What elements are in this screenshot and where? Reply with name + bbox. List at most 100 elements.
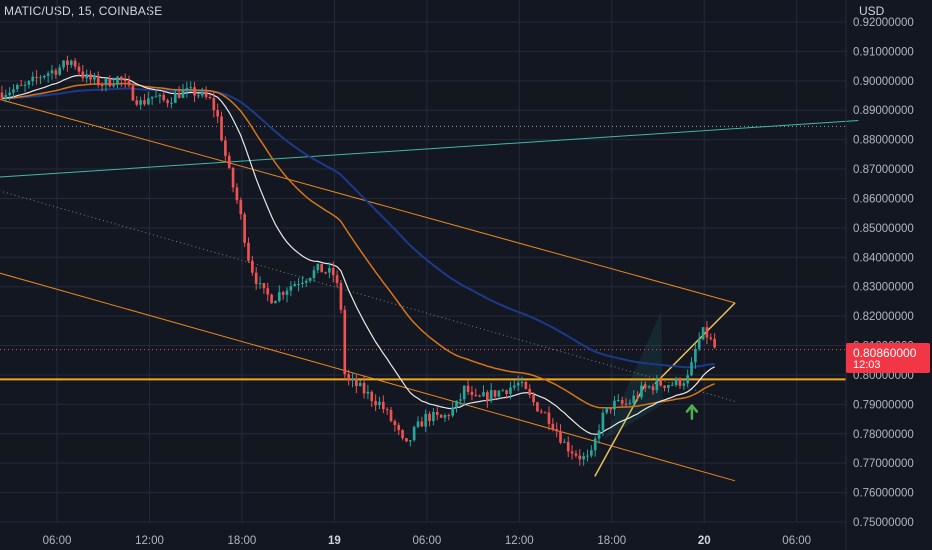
time-tick-label: 06:00 <box>782 535 811 547</box>
candle-body <box>670 384 674 386</box>
candle-body <box>16 85 19 90</box>
projection-shape <box>604 311 663 440</box>
candle-body <box>655 379 659 391</box>
candle-body <box>328 268 331 273</box>
candle-body <box>389 409 393 422</box>
candle-body <box>281 292 285 295</box>
candle-body <box>366 391 370 394</box>
price-axis[interactable]: 0.92000000 0.91000000 0.90000000 0.89000000… <box>853 17 914 529</box>
candlesticks[interactable] <box>0 55 716 466</box>
price-tick-label: 0.79000000 <box>853 399 914 411</box>
candle-body <box>27 81 31 85</box>
candle-body <box>193 87 196 96</box>
candle-body <box>694 348 697 363</box>
price-tick-label: 0.82000000 <box>853 311 914 323</box>
candle-body <box>470 391 474 395</box>
candle-body <box>640 385 643 398</box>
candle-body <box>605 407 609 413</box>
candle-body <box>663 385 666 388</box>
candle-body <box>254 272 258 284</box>
candle-body <box>304 280 308 283</box>
time-axis[interactable]: 06:00 12:00 18:00 19 06:00 12:00 18:00 20 06:00 <box>43 535 811 547</box>
candle-body <box>566 441 570 452</box>
candle-body <box>143 100 146 105</box>
candle-body <box>659 379 663 386</box>
price-tick-label: 0.90000000 <box>853 76 914 88</box>
candle-body <box>131 85 135 101</box>
candle-body <box>23 84 27 86</box>
candle-body <box>262 283 266 289</box>
candle-body <box>270 294 273 304</box>
candle-body <box>208 97 212 99</box>
candle-body <box>393 421 397 426</box>
candle-body <box>112 84 115 87</box>
time-tick-label: 12:00 <box>135 535 164 547</box>
symbol-title: MATIC/USD, 15, COINBASE <box>4 4 163 18</box>
candle-body <box>551 423 555 430</box>
candle-body <box>705 327 709 338</box>
candle-body <box>516 382 520 386</box>
candle-body <box>220 116 223 141</box>
candle-body <box>154 96 158 98</box>
candle-body <box>69 60 73 65</box>
candle-body <box>19 85 23 87</box>
candle-body <box>459 399 462 401</box>
time-tick-label: 06:00 <box>412 535 441 547</box>
candle-body <box>570 451 574 454</box>
candle-body <box>416 421 420 427</box>
candle-body <box>559 431 562 443</box>
candle-body <box>108 78 112 87</box>
time-tick-label: 20 <box>698 535 711 547</box>
candle-body <box>555 429 559 432</box>
ema-mid-line <box>1 82 715 409</box>
candle-body <box>497 390 501 397</box>
channel-lower-line <box>0 272 736 482</box>
candle-body <box>170 102 173 104</box>
candle-body <box>335 275 339 283</box>
candle-body <box>200 91 204 96</box>
candle-body <box>347 374 350 380</box>
candle-body <box>586 455 589 457</box>
candle-body <box>524 381 528 389</box>
candle-body <box>478 395 481 397</box>
currency-label: USD <box>859 4 885 18</box>
candle-body <box>243 214 246 243</box>
candle-body <box>339 282 343 310</box>
candle-body <box>227 155 231 168</box>
candle-body <box>8 92 11 95</box>
candle-body <box>123 80 127 82</box>
candle-body <box>501 390 505 392</box>
candle-body <box>251 260 254 273</box>
candle-body <box>482 392 485 397</box>
last-price-badge: 0.80860000 12:03 <box>846 343 930 373</box>
price-tick-label: 0.87000000 <box>853 164 914 176</box>
candle-body <box>0 92 4 99</box>
candle-body <box>46 73 50 76</box>
candle-body <box>709 337 713 339</box>
candle-body <box>624 403 628 405</box>
candle-body <box>96 75 100 86</box>
candle-body <box>547 412 551 424</box>
candle-body <box>509 387 512 394</box>
candle-body <box>301 282 304 284</box>
candle-body <box>690 362 693 376</box>
candle-body <box>597 430 601 439</box>
wedge-upper-line <box>654 302 736 385</box>
candle-body <box>489 390 493 401</box>
candle-body <box>216 110 219 117</box>
candle-body <box>447 415 451 417</box>
candle-body <box>443 415 447 418</box>
candle-body <box>697 339 701 349</box>
candle-body <box>173 92 177 103</box>
candle-body <box>667 385 670 388</box>
candle-body <box>189 87 193 89</box>
candle-body <box>420 421 424 427</box>
candle-body <box>381 401 385 410</box>
candle-body <box>50 70 54 74</box>
candle-body <box>39 77 42 79</box>
candle-body <box>674 378 678 385</box>
candle-body <box>135 100 139 105</box>
time-tick-label: 18:00 <box>228 535 257 547</box>
ascending-trend-line <box>0 120 859 178</box>
